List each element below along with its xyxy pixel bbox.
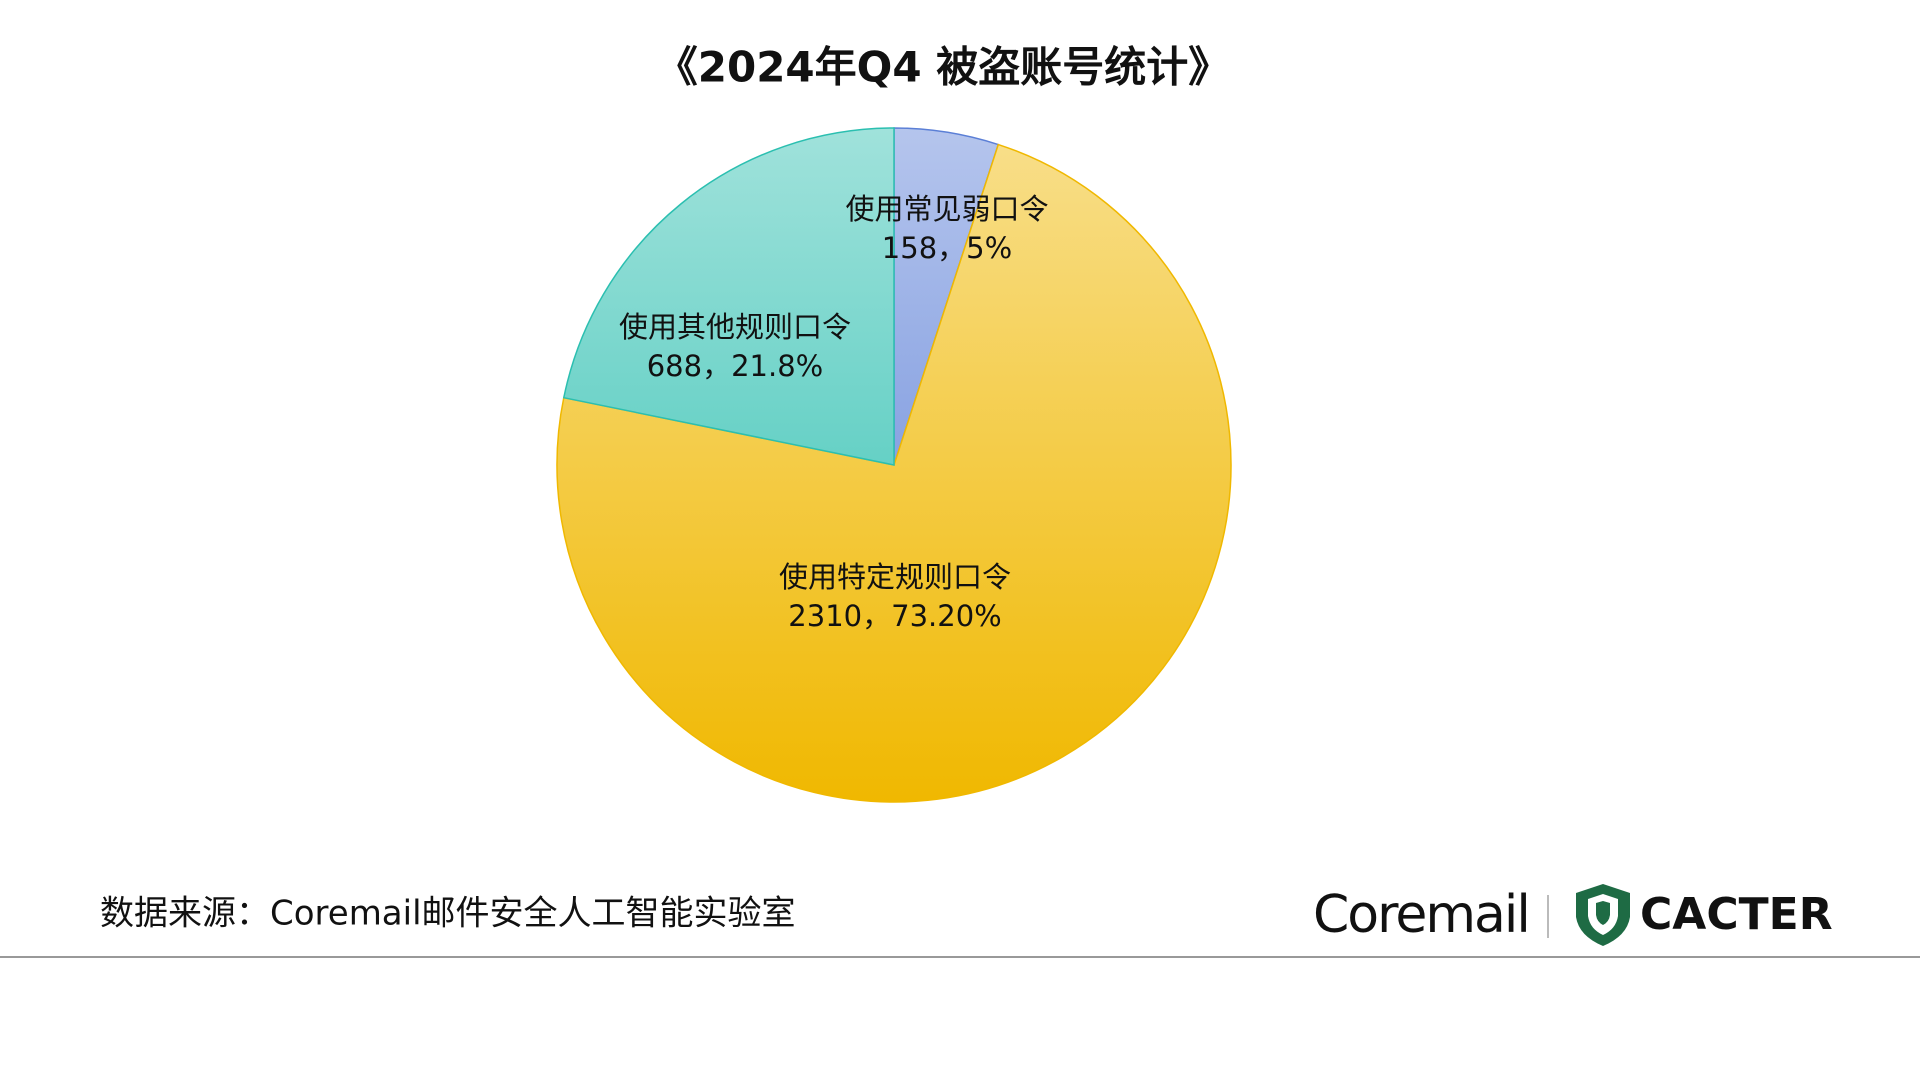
value-label: 158，5% [882,231,1012,265]
pie-slice [562,127,895,466]
value-separator: ， [702,349,731,383]
pie: 使用常见弱口令158，5%使用特定规则口令2310，73.20%使用其他规则口令… [556,127,1232,803]
brand-logo: Coremail [1313,885,1529,945]
value-number: 2310 [788,599,862,633]
value-number: 688 [647,349,702,383]
chart-title: 《2024年Q4 被盗账号统计》 [656,43,1230,92]
logo-shield-core [1596,901,1610,925]
brand-logo: CACTER [1640,889,1833,940]
value-separator: ， [862,599,891,633]
value-label: 688，21.8% [647,349,824,383]
slice-label: 使用常见弱口令 [845,192,1048,226]
value-separator: ， [937,231,966,265]
pie-slice [556,143,1232,803]
slice-label: 使用其他规则口令 [619,310,851,344]
slice-label: 使用特定规则口令 [779,560,1011,594]
value-number: 158 [882,231,937,265]
value-percent: 21.8% [731,349,823,383]
source-note: 数据来源：Coremail邮件安全人工智能实验室 [100,894,796,934]
value-label: 2310，73.20% [788,599,1001,633]
value-percent: 5% [966,231,1012,265]
value-percent: 73.20% [891,599,1002,633]
